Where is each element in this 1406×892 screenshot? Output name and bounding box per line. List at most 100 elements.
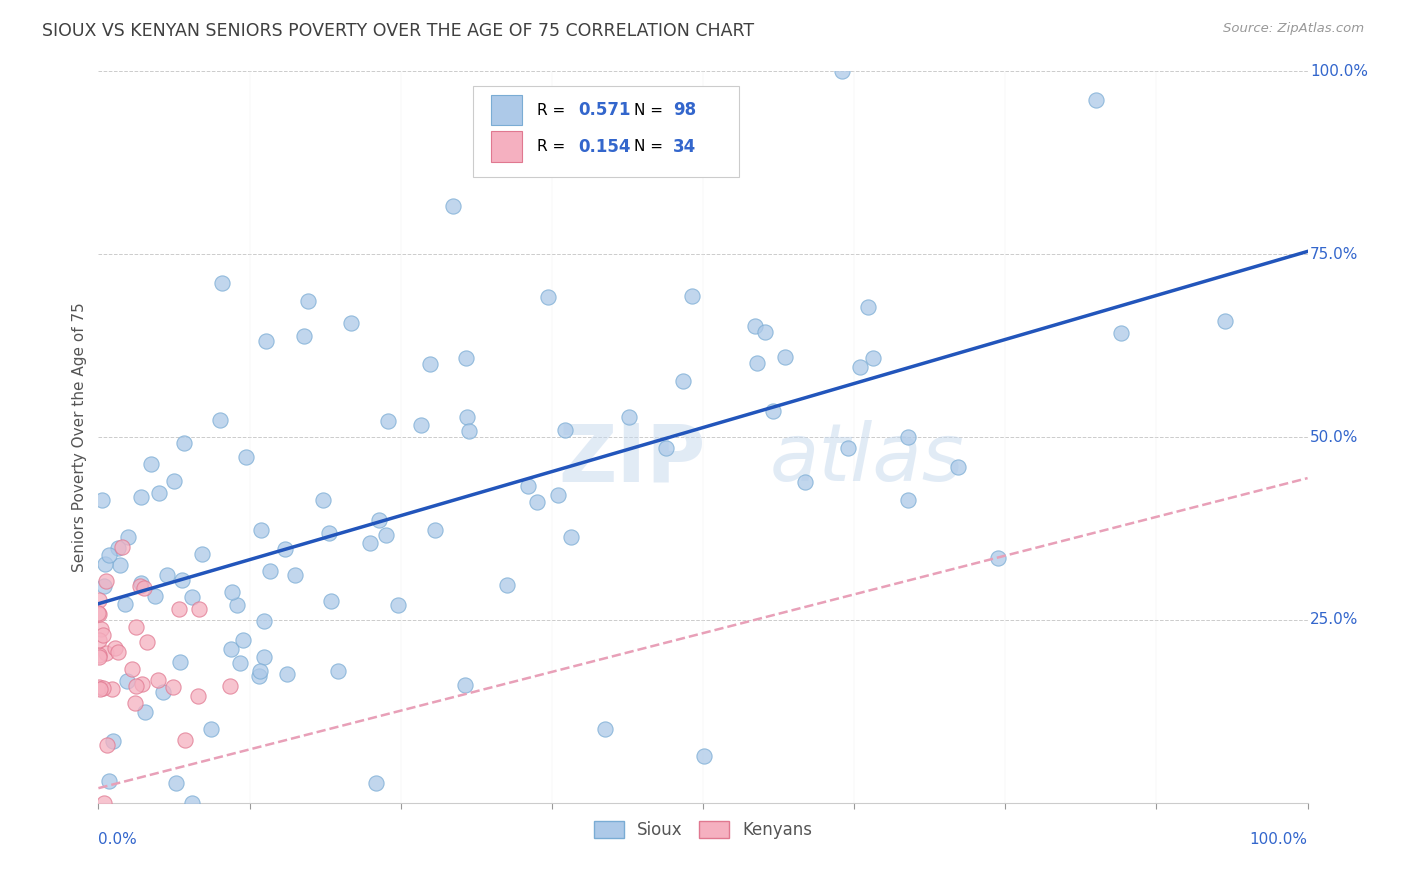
Point	[170, 573, 193, 587]
Text: ZIP: ZIP	[558, 420, 706, 498]
Point	[125, 679, 148, 693]
Text: R =: R =	[537, 103, 571, 118]
Point	[762, 404, 785, 418]
Point	[377, 414, 399, 428]
Point	[948, 459, 970, 474]
FancyBboxPatch shape	[492, 131, 522, 162]
Point	[146, 673, 169, 687]
Point	[89, 682, 111, 697]
Text: R =: R =	[537, 139, 571, 154]
Point	[419, 358, 441, 372]
Point	[250, 523, 273, 537]
Point	[496, 578, 519, 592]
Point	[96, 574, 118, 588]
Point	[1109, 326, 1132, 340]
Point	[87, 593, 110, 607]
Text: atlas: atlas	[769, 420, 965, 498]
Point	[375, 528, 398, 542]
Point	[156, 568, 179, 582]
Point	[253, 649, 276, 664]
Point	[111, 540, 134, 554]
Point	[114, 597, 136, 611]
Y-axis label: Seniors Poverty Over the Age of 75: Seniors Poverty Over the Age of 75	[72, 302, 87, 572]
Point	[858, 300, 880, 314]
Point	[249, 664, 271, 678]
Point	[128, 579, 150, 593]
Text: 34: 34	[672, 137, 696, 156]
Point	[232, 633, 254, 648]
Point	[297, 293, 319, 308]
Point	[554, 423, 576, 437]
Point	[276, 666, 298, 681]
Text: 98: 98	[672, 101, 696, 120]
Point	[148, 485, 170, 500]
Point	[221, 584, 243, 599]
Point	[773, 351, 796, 365]
Point	[104, 641, 127, 656]
Point	[837, 442, 859, 456]
Point	[441, 198, 464, 212]
Point	[593, 722, 616, 736]
Point	[134, 705, 156, 719]
Text: 100.0%: 100.0%	[1250, 832, 1308, 847]
Point	[87, 607, 110, 621]
Point	[173, 436, 195, 450]
Point	[1084, 93, 1107, 107]
Point	[456, 409, 478, 424]
Point	[187, 689, 209, 703]
Point	[93, 796, 115, 810]
Point	[162, 680, 184, 694]
Point	[560, 530, 582, 544]
FancyBboxPatch shape	[492, 95, 522, 126]
Point	[169, 655, 191, 669]
Point	[326, 664, 349, 678]
Point	[96, 738, 118, 752]
Point	[91, 681, 114, 695]
Point	[136, 634, 159, 648]
Point	[340, 316, 363, 330]
Text: 25.0%: 25.0%	[1310, 613, 1358, 627]
Point	[454, 678, 477, 692]
Text: N =: N =	[634, 139, 668, 154]
Point	[211, 277, 233, 291]
Point	[897, 430, 920, 444]
Point	[96, 646, 118, 660]
Point	[87, 607, 110, 621]
Point	[274, 542, 297, 557]
Point	[132, 581, 155, 595]
Point	[163, 474, 186, 488]
Point	[110, 558, 132, 572]
Point	[319, 593, 342, 607]
Point	[124, 696, 146, 710]
Point	[180, 591, 202, 605]
Point	[87, 648, 110, 662]
Text: 0.0%: 0.0%	[98, 832, 138, 847]
Point	[516, 478, 538, 492]
Point	[219, 642, 242, 657]
Point	[89, 649, 111, 664]
Point	[125, 620, 148, 634]
Point	[87, 632, 110, 647]
Point	[454, 351, 477, 365]
Point	[897, 493, 920, 508]
Point	[187, 602, 209, 616]
Point	[97, 549, 120, 563]
Point	[165, 776, 187, 790]
Text: Source: ZipAtlas.com: Source: ZipAtlas.com	[1223, 22, 1364, 36]
Point	[987, 550, 1010, 565]
Point	[93, 628, 115, 642]
Point	[537, 289, 560, 303]
Point	[218, 679, 240, 693]
Point	[547, 488, 569, 502]
Point	[181, 796, 204, 810]
Point	[318, 525, 340, 540]
Point	[682, 289, 704, 303]
Text: 75.0%: 75.0%	[1310, 247, 1358, 261]
Point	[617, 410, 640, 425]
Point	[121, 662, 143, 676]
Point	[283, 568, 305, 582]
Point	[190, 547, 212, 561]
Point	[200, 722, 222, 736]
Point	[235, 450, 257, 464]
Point	[131, 677, 153, 691]
